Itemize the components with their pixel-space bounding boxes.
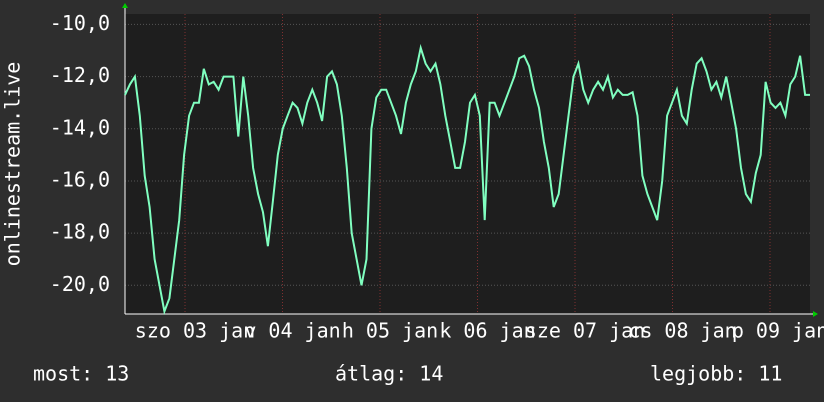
y-axis-arrow: [122, 3, 128, 8]
stat-average: átlag: 14: [335, 362, 443, 386]
series-line: [124, 43, 810, 316]
x-tick-label: k 06 jan: [439, 319, 535, 343]
y-tick-label: -10,0: [50, 11, 110, 35]
stat-best: legjobb: 11: [650, 362, 782, 386]
y-tick-label: -14,0: [50, 115, 110, 139]
y-tick-label: -16,0: [50, 167, 110, 191]
x-tick-label: cs 08 jan: [628, 319, 736, 343]
x-tick-label: h 05 jan: [342, 319, 438, 343]
plot-area: [125, 14, 810, 314]
y-axis-label: onlinestream.live: [1, 62, 25, 267]
x-tick-label: szo 03 jan: [135, 319, 255, 343]
x-axis-arrow: [813, 311, 818, 317]
x-tick-label: p 09 jan: [732, 319, 824, 343]
x-tick-label: v 04 jan: [244, 319, 340, 343]
y-tick-label: -18,0: [50, 220, 110, 244]
stat-current: most: 13: [33, 362, 129, 386]
y-tick-label: -20,0: [50, 272, 110, 296]
x-tick-label: sze 07 jan: [525, 319, 645, 343]
y-tick-label: -12,0: [50, 63, 110, 87]
